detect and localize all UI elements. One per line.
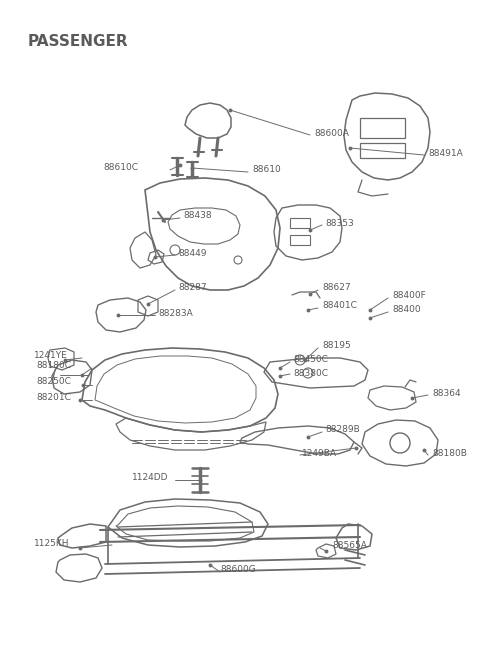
Text: 88289B: 88289B <box>325 426 360 434</box>
Text: 88250C: 88250C <box>36 377 71 386</box>
Text: 1124DD: 1124DD <box>132 474 168 483</box>
Text: 88380C: 88380C <box>293 369 328 377</box>
Text: 1249BA: 1249BA <box>302 449 337 457</box>
Text: 88287: 88287 <box>178 284 206 293</box>
Text: 88364: 88364 <box>432 388 461 398</box>
Text: 88491A: 88491A <box>428 149 463 157</box>
Text: 88438: 88438 <box>183 212 212 221</box>
Text: 88180B: 88180B <box>432 449 467 457</box>
Text: 88450C: 88450C <box>293 356 328 364</box>
Text: 88400: 88400 <box>392 305 420 314</box>
Text: 88400F: 88400F <box>392 291 426 299</box>
Text: 88610C: 88610C <box>103 164 138 172</box>
Text: 88449: 88449 <box>178 248 206 257</box>
Text: 88353: 88353 <box>325 219 354 227</box>
Text: 1125KH: 1125KH <box>34 538 70 548</box>
Text: 88201C: 88201C <box>36 394 71 403</box>
Text: 88283A: 88283A <box>158 309 193 318</box>
Text: 88195: 88195 <box>322 341 351 350</box>
Text: 1241YE: 1241YE <box>34 352 68 360</box>
Text: 88610: 88610 <box>252 166 281 174</box>
Text: 88565A: 88565A <box>332 542 367 550</box>
Text: PASSENGER: PASSENGER <box>28 35 129 50</box>
Text: 88180C: 88180C <box>36 362 71 371</box>
Text: 88600A: 88600A <box>314 128 349 138</box>
Text: 88600G: 88600G <box>220 565 256 574</box>
Text: 88401C: 88401C <box>322 301 357 310</box>
Text: 88627: 88627 <box>322 284 350 293</box>
